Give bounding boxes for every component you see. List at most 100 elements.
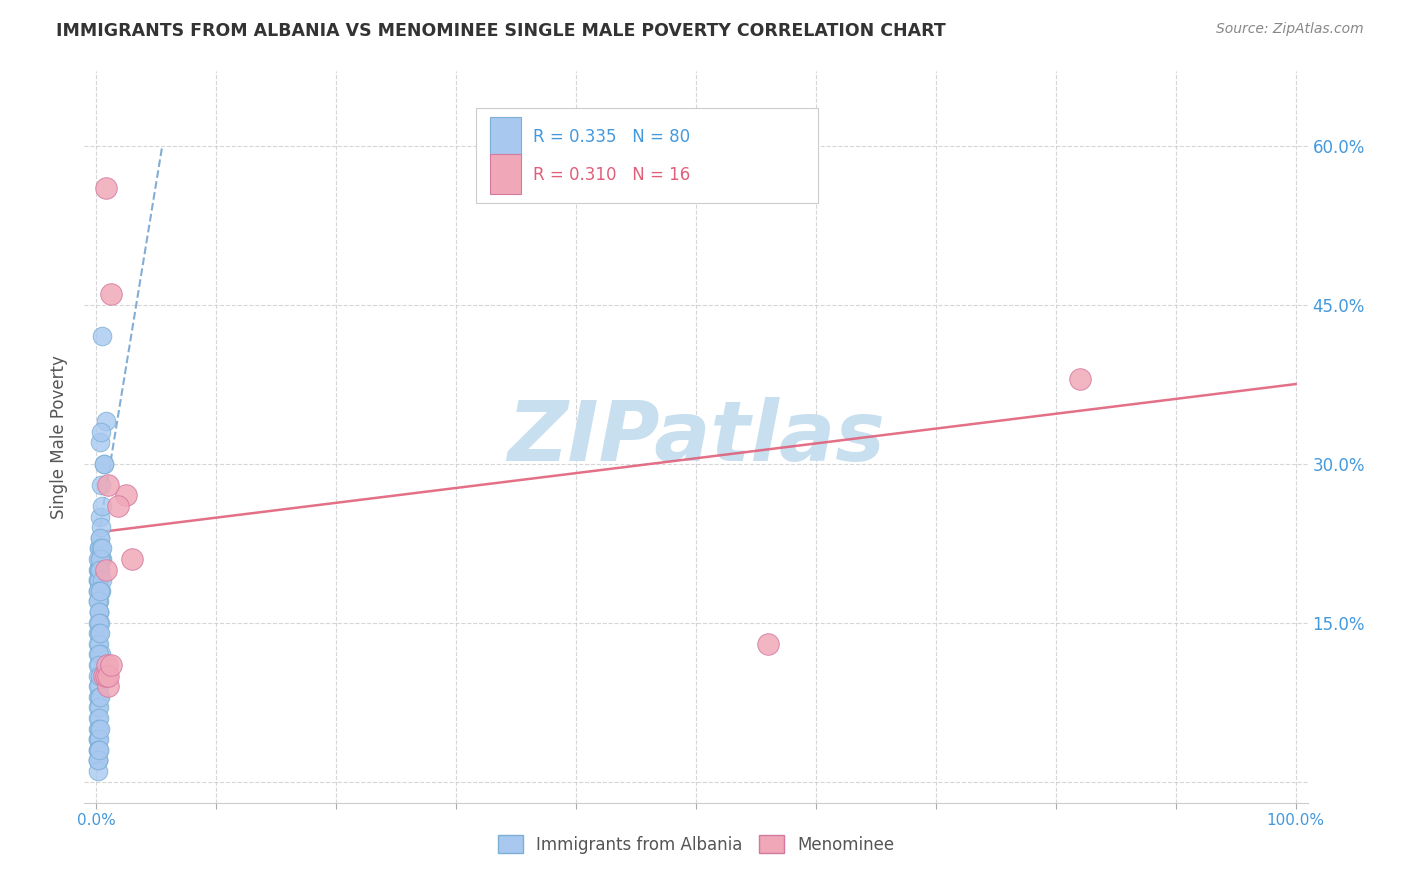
Point — [90, 520, 112, 534]
Point — [86, 764, 108, 778]
Point — [86, 637, 108, 651]
Legend: Immigrants from Albania, Menominee: Immigrants from Albania, Menominee — [491, 829, 901, 860]
Point — [86, 700, 108, 714]
Point — [86, 594, 108, 608]
Point — [87, 605, 110, 619]
Point — [100, 658, 122, 673]
Point — [87, 541, 110, 556]
Point — [91, 329, 114, 343]
Point — [87, 563, 110, 577]
Text: IMMIGRANTS FROM ALBANIA VS MENOMINEE SINGLE MALE POVERTY CORRELATION CHART: IMMIGRANTS FROM ALBANIA VS MENOMINEE SIN… — [56, 22, 946, 40]
Point — [91, 552, 114, 566]
FancyBboxPatch shape — [475, 108, 818, 203]
Point — [90, 583, 112, 598]
Point — [87, 743, 110, 757]
Point — [94, 563, 117, 577]
Point — [89, 668, 111, 682]
Point — [94, 181, 117, 195]
Text: Source: ZipAtlas.com: Source: ZipAtlas.com — [1216, 22, 1364, 37]
Point — [89, 531, 111, 545]
Point — [87, 605, 110, 619]
Point — [89, 690, 111, 704]
Point — [86, 573, 108, 587]
Point — [86, 668, 108, 682]
Point — [93, 457, 115, 471]
Point — [87, 743, 110, 757]
Text: ZIPatlas: ZIPatlas — [508, 397, 884, 477]
Point — [86, 690, 108, 704]
Point — [87, 594, 110, 608]
Point — [86, 732, 108, 747]
Point — [89, 563, 111, 577]
Point — [87, 563, 110, 577]
Point — [1069, 372, 1091, 386]
Point — [87, 637, 110, 651]
Point — [86, 583, 108, 598]
Point — [87, 722, 110, 736]
Point — [86, 615, 108, 630]
Point — [86, 552, 108, 566]
Point — [86, 753, 108, 767]
Point — [86, 711, 108, 725]
Point — [93, 668, 115, 682]
Point — [86, 743, 108, 757]
Point — [93, 457, 115, 471]
Point — [89, 583, 111, 598]
Point — [86, 753, 108, 767]
Point — [97, 477, 120, 491]
Point — [86, 743, 108, 757]
Bar — [491, 117, 522, 157]
Text: R = 0.335   N = 80: R = 0.335 N = 80 — [533, 128, 690, 146]
Point — [87, 605, 110, 619]
Point — [86, 583, 108, 598]
Point — [94, 668, 117, 682]
Point — [89, 552, 111, 566]
Point — [91, 573, 114, 587]
Point — [89, 531, 111, 545]
Point — [87, 552, 110, 566]
Point — [96, 658, 118, 673]
Point — [86, 722, 108, 736]
Point — [87, 615, 110, 630]
Point — [94, 668, 117, 682]
Point — [86, 753, 108, 767]
Point — [91, 499, 114, 513]
Point — [86, 732, 108, 747]
Point — [89, 668, 111, 682]
Point — [86, 594, 108, 608]
Point — [87, 711, 110, 725]
Point — [86, 563, 108, 577]
Text: R = 0.310   N = 16: R = 0.310 N = 16 — [533, 166, 690, 185]
Y-axis label: Single Male Poverty: Single Male Poverty — [51, 355, 69, 519]
Point — [97, 679, 120, 693]
Point — [87, 658, 110, 673]
Point — [121, 552, 143, 566]
Point — [89, 615, 111, 630]
Point — [89, 509, 111, 524]
Point — [86, 573, 108, 587]
Point — [87, 573, 110, 587]
Point — [89, 626, 111, 640]
Point — [90, 425, 112, 439]
Point — [90, 648, 112, 662]
Point — [115, 488, 138, 502]
Bar — [491, 154, 522, 194]
Point — [97, 668, 120, 682]
Point — [86, 626, 108, 640]
Point — [87, 626, 110, 640]
Point — [87, 732, 110, 747]
Point — [94, 414, 117, 428]
Point — [87, 690, 110, 704]
Point — [89, 583, 111, 598]
Point — [107, 499, 129, 513]
Point — [90, 541, 112, 556]
Point — [87, 648, 110, 662]
Point — [90, 552, 112, 566]
Point — [87, 700, 110, 714]
Point — [86, 679, 108, 693]
Point — [86, 658, 108, 673]
Point — [86, 648, 108, 662]
Point — [90, 477, 112, 491]
Point — [87, 541, 110, 556]
Point — [89, 435, 111, 450]
